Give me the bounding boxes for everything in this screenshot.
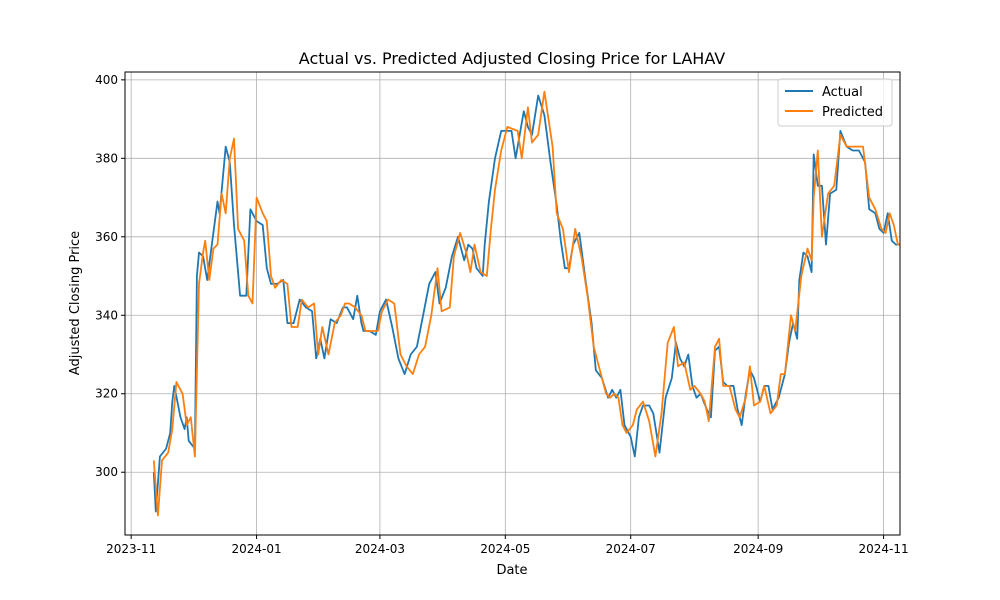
x-tick-label: 2024-09 [733, 542, 783, 556]
series-layer [152, 90, 900, 517]
plot-frame [124, 71, 901, 536]
y-axis: 300 320 340 360 380 400 [95, 73, 125, 479]
chart-title: Actual vs. Predicted Adjusted Closing Pr… [299, 49, 725, 68]
legend: Actual Predicted [777, 78, 893, 127]
x-tick-label: 2024-07 [606, 542, 656, 556]
y-tick-label: 400 [95, 73, 118, 87]
x-axis-label: Date [496, 563, 527, 578]
plot-area [125, 72, 900, 535]
grid [125, 72, 900, 535]
x-axis: 2023-11 2024-01 2024-03 2024-05 2024-07 2024-… [106, 535, 909, 556]
y-tick-label: 380 [95, 151, 118, 165]
x-tick-label: 2024-03 [355, 542, 405, 556]
x-tick-label: 2024-01 [231, 542, 281, 556]
x-tick-label: 2023-11 [106, 542, 156, 556]
y-tick-label: 300 [95, 465, 118, 479]
y-tick-label: 340 [95, 308, 118, 322]
x-tick-label: 2024-05 [480, 542, 530, 556]
series-line-predicted [152, 90, 900, 517]
y-axis-label: Adjusted Closing Price [68, 231, 83, 375]
x-tick-label: 2024-11 [858, 542, 908, 556]
legend-label-actual: Actual [822, 85, 863, 100]
y-tick-label: 320 [95, 387, 118, 401]
legend-label-predicted: Predicted [822, 105, 883, 120]
y-tick-label: 360 [95, 230, 118, 244]
